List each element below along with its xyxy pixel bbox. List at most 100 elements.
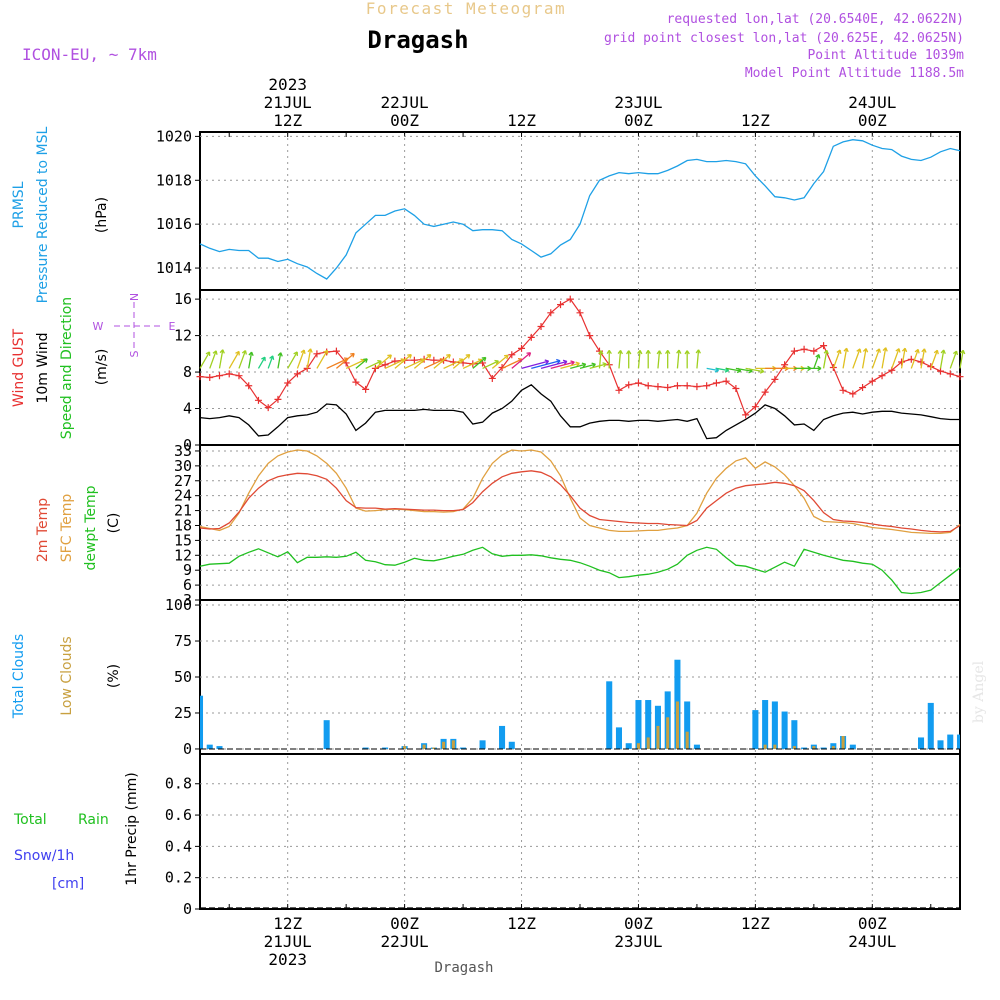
bottom-tick-label: 24JUL <box>848 932 896 951</box>
total-cloud-bar <box>918 737 925 749</box>
total-cloud-bar <box>771 701 778 749</box>
total-cloud-bar <box>849 744 856 749</box>
wind-arrow <box>394 354 412 369</box>
wind-arrow <box>335 353 355 369</box>
total-cloud-bar <box>216 746 223 749</box>
temp-ytick-label: 15 <box>174 531 192 549</box>
wind-arrow <box>540 360 568 370</box>
total-cloud-bar <box>508 741 515 749</box>
gust-marker <box>751 403 759 411</box>
low-cloud-bar <box>831 746 835 749</box>
top-tick-label: 12Z <box>507 111 536 130</box>
wind-arrow <box>813 354 820 369</box>
top-tick-label: 12Z <box>741 111 770 130</box>
gust-marker <box>800 345 808 353</box>
wind-unit: (m/s) <box>94 349 110 386</box>
total-cloud-bar <box>200 695 204 749</box>
gust-marker <box>625 381 633 389</box>
wind-arrow-head <box>235 350 240 356</box>
gust-marker <box>284 379 292 387</box>
wind-arrow-head <box>562 359 568 365</box>
wind-arrow <box>316 350 328 369</box>
wind-arrow-head <box>626 350 632 355</box>
wind-arrow-head <box>556 358 561 365</box>
wind-ytick-label: 12 <box>174 327 192 345</box>
gust-marker <box>547 309 555 317</box>
temp-ytick-label: 6 <box>183 576 192 594</box>
precip-ytick-label: 0.4 <box>165 837 192 855</box>
wind-arrow <box>501 358 523 370</box>
wind-arrow-head <box>323 349 329 355</box>
wind-arrow-head <box>481 356 487 362</box>
gust-marker <box>722 377 730 385</box>
precip-ytick-label: 0.6 <box>165 806 192 824</box>
gust-marker <box>849 390 857 398</box>
wind-speed-ylabel: 10m Wind <box>35 332 51 403</box>
wind-arrow-head <box>815 353 821 359</box>
wind-arrow <box>267 355 274 369</box>
wind-arrow-head <box>684 350 690 355</box>
wind-arrow-head <box>901 347 908 353</box>
t2m-ylabel: 2m Temp <box>35 498 51 562</box>
pressure-unit: (hPa) <box>94 197 110 233</box>
low-cloud-bar <box>432 747 436 749</box>
gust-marker <box>839 386 847 394</box>
wind-arrow <box>209 350 217 369</box>
wind-arrow-head <box>602 362 607 368</box>
wind-arrow <box>696 349 700 369</box>
wind-arrow-head <box>606 349 612 355</box>
temp-unit: (C) <box>106 513 122 534</box>
wind-arrow <box>355 358 368 369</box>
gust-marker <box>508 351 516 359</box>
gust-marker <box>537 322 545 330</box>
wind-arrow <box>345 359 365 370</box>
gust-marker <box>362 385 370 393</box>
wind-gust-ylabel: Wind GUST <box>11 328 27 407</box>
wind-arrow-head <box>960 349 966 355</box>
wind-arrow-head <box>241 350 247 355</box>
pressure-ytick-label: 1020 <box>156 127 192 145</box>
wind-arrow <box>959 350 964 369</box>
wind-arrow <box>452 354 471 369</box>
low-cloud-bar <box>656 725 660 749</box>
precip-ytick-label: 0.8 <box>165 775 192 793</box>
gust-marker <box>790 347 798 355</box>
location-title: Dragash <box>367 26 468 54</box>
wind-arrow <box>560 362 580 370</box>
low-cloud-bar <box>422 744 426 749</box>
top-tick-label: 2023 <box>268 75 307 94</box>
wind-speed-line <box>199 384 960 440</box>
wind-arrow <box>199 351 211 369</box>
wind-arrow <box>871 348 881 369</box>
low-cloud-bar <box>636 743 640 749</box>
wind-arrow <box>726 367 741 372</box>
gust-marker <box>946 370 954 378</box>
top-tick-label: 22JUL <box>381 93 429 112</box>
wind-arrow-head <box>526 352 532 357</box>
total-cloud-bar <box>693 744 700 749</box>
clouds-ytick-label: 100 <box>165 596 192 614</box>
wind-arrow-head <box>882 347 888 352</box>
wind-arrow <box>579 363 596 370</box>
wind-dir-ylabel: Speed and Direction <box>59 297 75 439</box>
top-tick-label: 00Z <box>858 111 887 130</box>
wind-arrow <box>365 360 382 370</box>
total-cloud-bar <box>927 702 934 749</box>
wind-arrow-head <box>952 350 959 356</box>
gust-marker <box>196 373 204 381</box>
wind-arrow-head <box>875 348 881 353</box>
requested-coords: requested lon,lat (20.6540E, 42.0622N) <box>667 12 964 27</box>
wind-arrow <box>248 351 253 369</box>
product-title: Forecast Meteogram <box>366 0 566 18</box>
clouds-ytick-label: 50 <box>174 668 192 686</box>
low-cloud-bar <box>773 744 777 749</box>
wind-arrow <box>589 363 607 370</box>
temp-ytick-label: 30 <box>174 457 192 475</box>
precip-snow-label-2: [cm] <box>52 876 84 892</box>
wind-arrow <box>433 354 451 369</box>
wind-arrow-head <box>377 359 382 365</box>
gust-marker <box>615 386 623 394</box>
wind-arrow <box>861 348 867 369</box>
wind-arrow-head <box>836 349 842 355</box>
